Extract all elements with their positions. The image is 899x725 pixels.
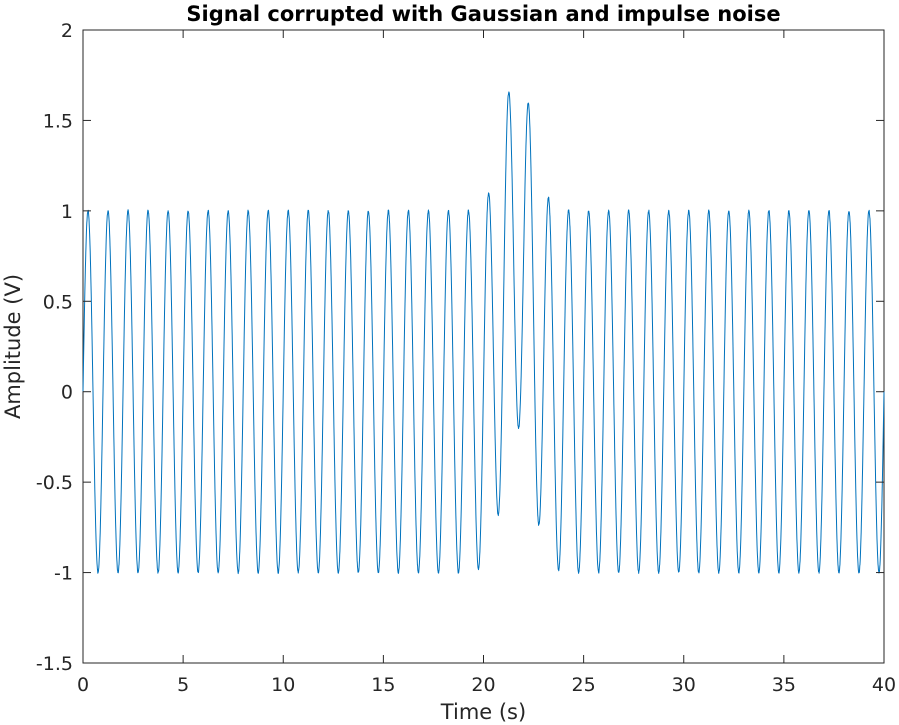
x-tick-label: 15 <box>371 674 395 696</box>
y-tick-label: -1 <box>54 563 73 585</box>
y-tick-label: -1.5 <box>36 653 73 675</box>
x-tick-label: 40 <box>872 674 896 696</box>
axes-box <box>82 29 885 664</box>
y-tick-label: 0 <box>61 382 73 404</box>
x-tick-label: 30 <box>672 674 696 696</box>
x-tick-label: 25 <box>572 674 596 696</box>
x-tick-label: 10 <box>271 674 295 696</box>
x-tick-label: 20 <box>471 674 495 696</box>
y-tick-label: 0.5 <box>43 291 73 313</box>
plot-area <box>82 29 885 664</box>
y-tick-label: -0.5 <box>36 472 73 494</box>
series-line <box>82 91 885 575</box>
y-axis: -1.5 -1 -0.5 0 0.5 1 1.5 2 <box>36 20 884 675</box>
x-axis-label: Time (s) <box>440 700 526 724</box>
y-tick-label: 1 <box>61 201 73 223</box>
y-tick-label: 1.5 <box>43 110 73 132</box>
x-tick-label: 0 <box>77 674 89 696</box>
y-axis-label: Amplitude (V) <box>1 274 25 419</box>
x-tick-label: 5 <box>177 674 189 696</box>
y-tick-label: 2 <box>61 20 73 42</box>
x-tick-label: 35 <box>772 674 796 696</box>
chart-title: Signal corrupted with Gaussian and impul… <box>186 2 780 26</box>
x-axis: 0 5 10 15 20 25 30 35 40 <box>77 30 896 696</box>
